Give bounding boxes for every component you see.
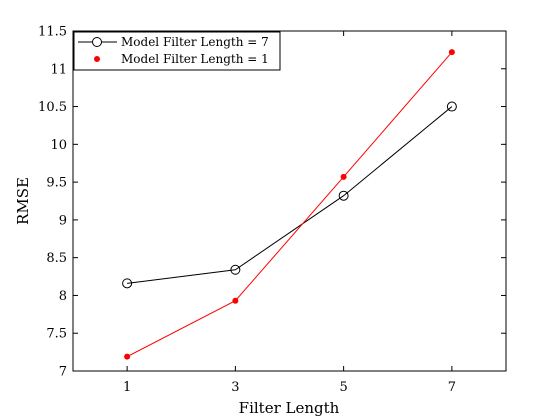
y-tick-label: 10 xyxy=(50,138,67,153)
series-2-point xyxy=(449,49,455,55)
y-tick-label: 10.5 xyxy=(38,100,67,115)
legend-marker-model-7 xyxy=(93,38,102,47)
x-tick-label: 3 xyxy=(231,380,239,395)
plot-area-frame xyxy=(73,31,506,371)
y-tick-label: 7 xyxy=(59,365,67,380)
series-2-point xyxy=(232,298,238,304)
legend-label-model-1: Model Filter Length = 1 xyxy=(121,52,269,66)
legend-label-model-7: Model Filter Length = 7 xyxy=(121,35,269,49)
y-axis-label: RMSE xyxy=(14,177,32,225)
x-tick-label: 7 xyxy=(448,380,456,395)
legend-marker-model-1 xyxy=(94,56,100,62)
y-tick-label: 8 xyxy=(59,289,67,304)
y-tick-label: 11.5 xyxy=(38,25,67,40)
series-2-point xyxy=(124,354,130,360)
y-tick-label: 9.5 xyxy=(46,176,67,191)
y-tick-label: 9 xyxy=(59,213,67,228)
series-2-point xyxy=(341,174,347,180)
y-tick-label: 8.5 xyxy=(46,251,67,266)
legend: Model Filter Length = 7 Model Filter Len… xyxy=(74,32,280,70)
x-tick-label: 5 xyxy=(339,380,347,395)
y-tick-label: 11 xyxy=(50,62,67,77)
x-tick-label: 1 xyxy=(123,380,131,395)
y-tick-label: 7.5 xyxy=(46,327,67,342)
x-axis-label: Filter Length xyxy=(239,399,340,417)
